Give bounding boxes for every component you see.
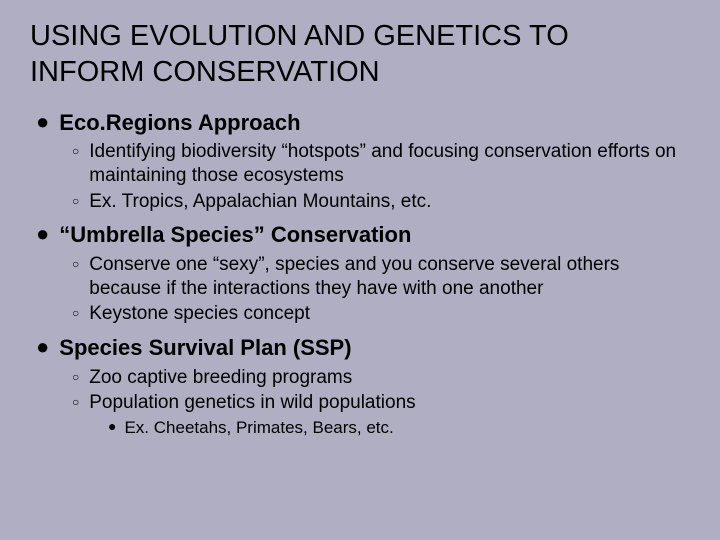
list-item: ○ Zoo captive breeding programs <box>72 366 690 390</box>
list-item: ○ Keystone species concept <box>72 302 690 326</box>
section-heading: ● Species Survival Plan (SSP) <box>36 334 690 362</box>
list-item: ○ Identifying biodiversity “hotspots” an… <box>72 140 690 188</box>
bullet-level2-icon: ○ <box>72 366 79 389</box>
list-item: ● Ex. Cheetahs, Primates, Bears, etc. <box>108 417 690 438</box>
section-heading: ● “Umbrella Species” Conservation <box>36 221 690 249</box>
slide-title: USING EVOLUTION AND GENETICS TO INFORM C… <box>30 18 690 91</box>
list-item-text: Ex. Tropics, Appalachian Mountains, etc. <box>89 190 431 214</box>
bullet-level1-icon: ● <box>36 334 49 360</box>
bullet-level2-icon: ○ <box>72 140 79 163</box>
list-item-text: Conserve one “sexy”, species and you con… <box>89 253 690 301</box>
list-item-text: Identifying biodiversity “hotspots” and … <box>89 140 690 188</box>
section-heading-text: Eco.Regions Approach <box>59 109 300 137</box>
bullet-level3-icon: ● <box>108 417 116 436</box>
list-item-text: Population genetics in wild populations <box>89 391 415 415</box>
bullet-level1-icon: ● <box>36 109 49 135</box>
section-heading: ● Eco.Regions Approach <box>36 109 690 137</box>
list-item-text: Zoo captive breeding programs <box>89 366 352 390</box>
list-item-text: Ex. Cheetahs, Primates, Bears, etc. <box>124 417 393 438</box>
list-item: ○ Conserve one “sexy”, species and you c… <box>72 253 690 301</box>
bullet-level2-icon: ○ <box>72 253 79 276</box>
section-heading-text: Species Survival Plan (SSP) <box>59 334 351 362</box>
bullet-level1-icon: ● <box>36 221 49 247</box>
bullet-level2-icon: ○ <box>72 302 79 325</box>
bullet-level2-icon: ○ <box>72 190 79 213</box>
list-item: ○ Population genetics in wild population… <box>72 391 690 415</box>
list-item: ○ Ex. Tropics, Appalachian Mountains, et… <box>72 190 690 214</box>
section-heading-text: “Umbrella Species” Conservation <box>59 221 411 249</box>
bullet-level2-icon: ○ <box>72 391 79 414</box>
list-item-text: Keystone species concept <box>89 302 310 326</box>
